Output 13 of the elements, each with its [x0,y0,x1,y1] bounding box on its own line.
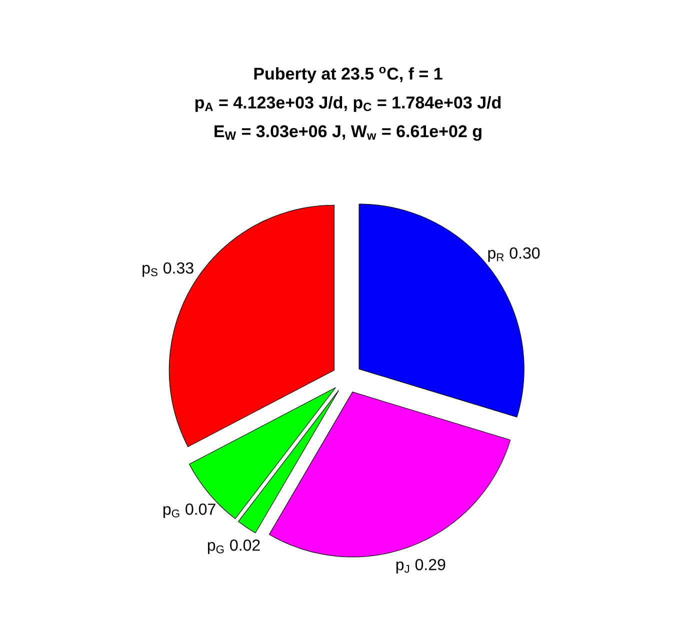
data-label: 0.30 [510,247,540,259]
data-label: 0.02 [230,539,260,551]
data-label: 0.07 [186,504,216,515]
slice-label: p$_{G}$ [208,542,224,554]
slice-label: p$_{R}$ [488,250,504,262]
chart-subtitle: p$_{A}$ = 4.123e+03 J/d, p$_{C}$ = 1.784e+03 J/d [195,96,501,112]
chart-title: Puberty at 23.5 $^{o}$C, f = 1 [254,66,442,84]
data-label: 0.33 [164,262,194,274]
data-label: 0.29 [415,558,446,570]
slice-label: p$_{G}$ [163,506,180,518]
text: E$_{W}$ = 3.03e+06 J, W$_{w}$ = 6.61e+02 g [214,125,482,141]
slice-label: p$_{S}$ [142,264,158,277]
slice-label: p$_{J}$ [396,562,410,574]
